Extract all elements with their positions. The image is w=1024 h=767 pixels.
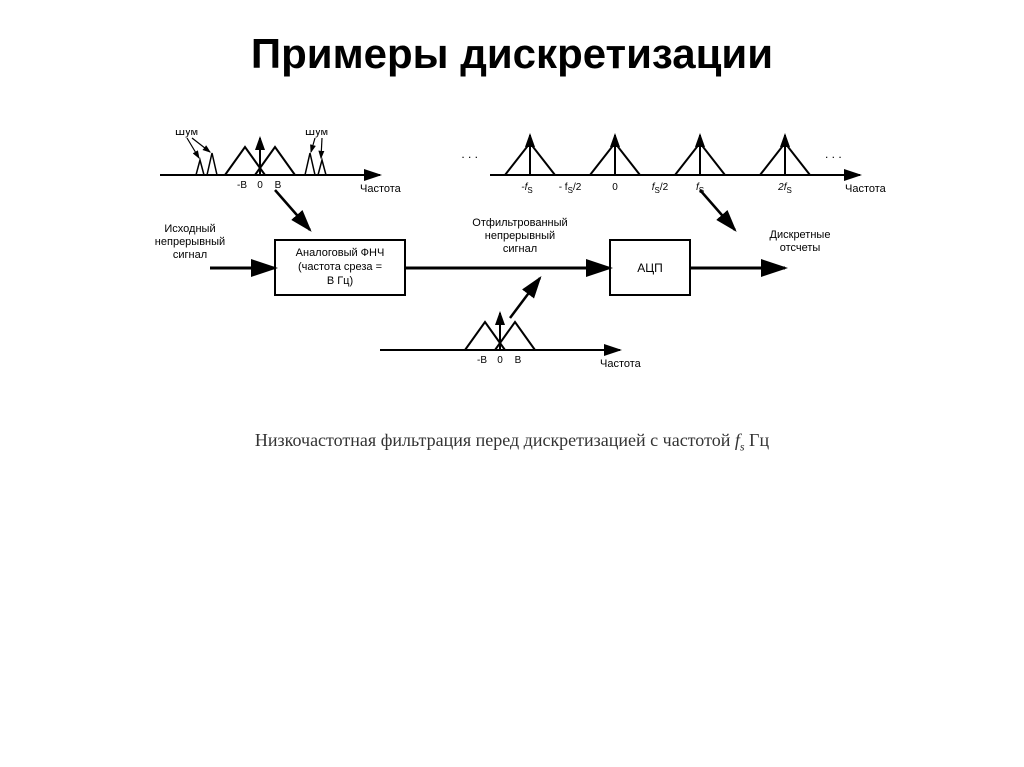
lpf-label-2: (частота среза = — [298, 261, 382, 273]
tick-minus-b-2: -B — [477, 355, 487, 366]
ellipsis-left: . . . — [461, 147, 478, 161]
adc-label: АЦП — [637, 261, 663, 275]
tick-minus-fs: -fS — [521, 182, 532, 195]
filtered-signal-l1: Отфильтрованный — [472, 217, 567, 229]
axis-label-freq-2: Частота — [845, 183, 887, 195]
figure-caption: Низкочастотная фильтрация перед дискрети… — [0, 430, 1024, 455]
tick-zero-3: 0 — [497, 355, 503, 366]
filtered-signal-l2: непрерывный — [485, 230, 555, 242]
page-title: Примеры дискретизации — [0, 30, 1024, 78]
output-l2: отсчеты — [780, 242, 821, 254]
ellipsis-right: . . . — [825, 147, 842, 161]
diagram-container: -B 0 B Частота Шум Шум . . . . . . -fS -… — [120, 130, 900, 410]
noise-label-right: Шум — [305, 130, 328, 138]
tick-fs2: fS/2 — [652, 182, 669, 195]
noise-label-left: Шум — [175, 130, 198, 138]
tick-minus-fs2: - fS/2 — [559, 182, 582, 195]
input-spectrum: -B 0 B Частота Шум Шум — [160, 130, 402, 195]
axis-label-freq-3: Частота — [600, 358, 642, 370]
tick-b-2: B — [515, 355, 522, 366]
input-signal-l1: Исходный — [164, 223, 215, 235]
sampled-spectrum: . . . . . . -fS - fS/2 0 fS/2 fS 2fS Час… — [461, 135, 886, 195]
tick-2fs: 2fS — [777, 182, 792, 195]
input-signal-l2: непрерывный — [155, 236, 225, 248]
axis-label-freq-1: Частота — [360, 183, 402, 195]
output-l1: Дискретные — [770, 229, 831, 241]
filtered-signal-l3: сигнал — [503, 243, 537, 255]
lpf-label-1: Аналоговый ФНЧ — [296, 247, 385, 259]
tick-b: B — [275, 180, 282, 191]
input-signal-l3: сигнал — [173, 249, 207, 261]
lpf-label-3: B Гц) — [327, 275, 353, 287]
signal-flow-diagram: -B 0 B Частота Шум Шум . . . . . . -fS -… — [120, 130, 900, 410]
tick-minus-b: -B — [237, 180, 247, 191]
tick-zero: 0 — [257, 180, 263, 191]
tick-zero-2: 0 — [612, 182, 618, 193]
filtered-spectrum: -B 0 B Частота — [380, 313, 642, 370]
